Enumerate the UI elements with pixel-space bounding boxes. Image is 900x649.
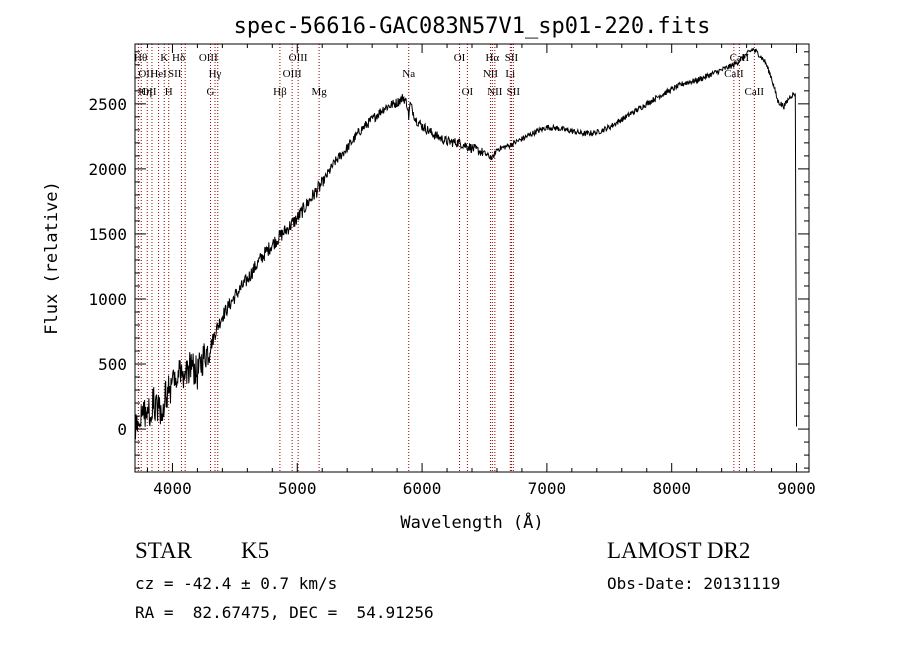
line-marker-label: Hη bbox=[138, 86, 152, 98]
line-marker-label: OIII bbox=[289, 52, 308, 64]
line-marker-label: Hα bbox=[485, 52, 499, 64]
line-marker-label: OIII bbox=[283, 68, 302, 80]
line-marker-label: Li bbox=[505, 68, 515, 80]
y-axis-label: Flux (relative) bbox=[42, 181, 62, 335]
x-tick-label: 5000 bbox=[278, 479, 317, 498]
emission-line-markers bbox=[137, 44, 755, 472]
line-marker-label: SII bbox=[507, 86, 521, 98]
y-tick-label: 0 bbox=[117, 420, 127, 439]
line-marker-label: NII bbox=[487, 86, 503, 98]
y-tick-label: 2000 bbox=[88, 160, 127, 179]
x-axis-label: Wavelength (Å) bbox=[400, 511, 543, 533]
line-marker-label: OI bbox=[454, 52, 466, 64]
line-marker-label: OIII bbox=[199, 52, 218, 64]
line-marker-label: OII bbox=[141, 86, 157, 98]
line-marker-label: Hθ bbox=[134, 52, 147, 64]
line-marker-label: SII bbox=[168, 68, 182, 80]
line-marker-label: SII bbox=[505, 52, 519, 64]
x-tick-label: 7000 bbox=[528, 479, 567, 498]
line-marker-label: OI bbox=[462, 86, 474, 98]
line-marker-label: HeI bbox=[150, 68, 167, 80]
redshift-velocity: cz = -42.4 ± 0.7 km/s bbox=[135, 574, 338, 593]
x-tick-label: 4000 bbox=[153, 479, 192, 498]
line-marker-label: Mg bbox=[311, 86, 327, 98]
line-marker-label: Hβ bbox=[273, 86, 287, 98]
line-marker-label: K bbox=[160, 52, 168, 64]
axis-ticks: 4000 5000 6000 7000 8000 9000 0 500 1000 1500 2000… bbox=[88, 44, 816, 498]
object-class: STAR bbox=[135, 538, 192, 563]
y-tick-label: 1500 bbox=[88, 225, 127, 244]
line-marker-label: G bbox=[207, 86, 215, 98]
object-subclass: K5 bbox=[241, 538, 270, 563]
line-marker-label: CaII bbox=[745, 86, 765, 98]
emission-line-labels: OII OII Hθ Hη HeI K H SII Hδ G Hγ OIII Hβ OIII OIII Mg N… bbox=[134, 52, 764, 98]
line-marker-label: H bbox=[165, 86, 173, 98]
line-marker-label: Hγ bbox=[209, 68, 222, 80]
line-marker-label: Hδ bbox=[172, 52, 185, 64]
x-tick-label: 8000 bbox=[652, 479, 691, 498]
y-tick-label: 1000 bbox=[88, 290, 127, 309]
plot-frame bbox=[134, 43, 810, 473]
line-marker-label: NII bbox=[483, 68, 499, 80]
y-tick-label: 500 bbox=[98, 355, 127, 374]
observation-date: Obs-Date: 20131119 bbox=[607, 574, 781, 593]
line-marker-label: CaII bbox=[724, 68, 744, 80]
spectrum-series-line bbox=[134, 47, 797, 440]
chart-title: spec-56616-GAC083N57V1_sp01-220.fits bbox=[234, 14, 711, 39]
x-tick-label: 6000 bbox=[403, 479, 442, 498]
sky-coordinates: RA = 82.67475, DEC = 54.91256 bbox=[135, 603, 434, 622]
line-marker-label: OII bbox=[138, 68, 154, 80]
line-marker-label: Na bbox=[402, 68, 415, 80]
y-tick-label: 2500 bbox=[88, 95, 127, 114]
survey-name: LAMOST DR2 bbox=[607, 538, 751, 563]
x-tick-label: 9000 bbox=[777, 479, 816, 498]
